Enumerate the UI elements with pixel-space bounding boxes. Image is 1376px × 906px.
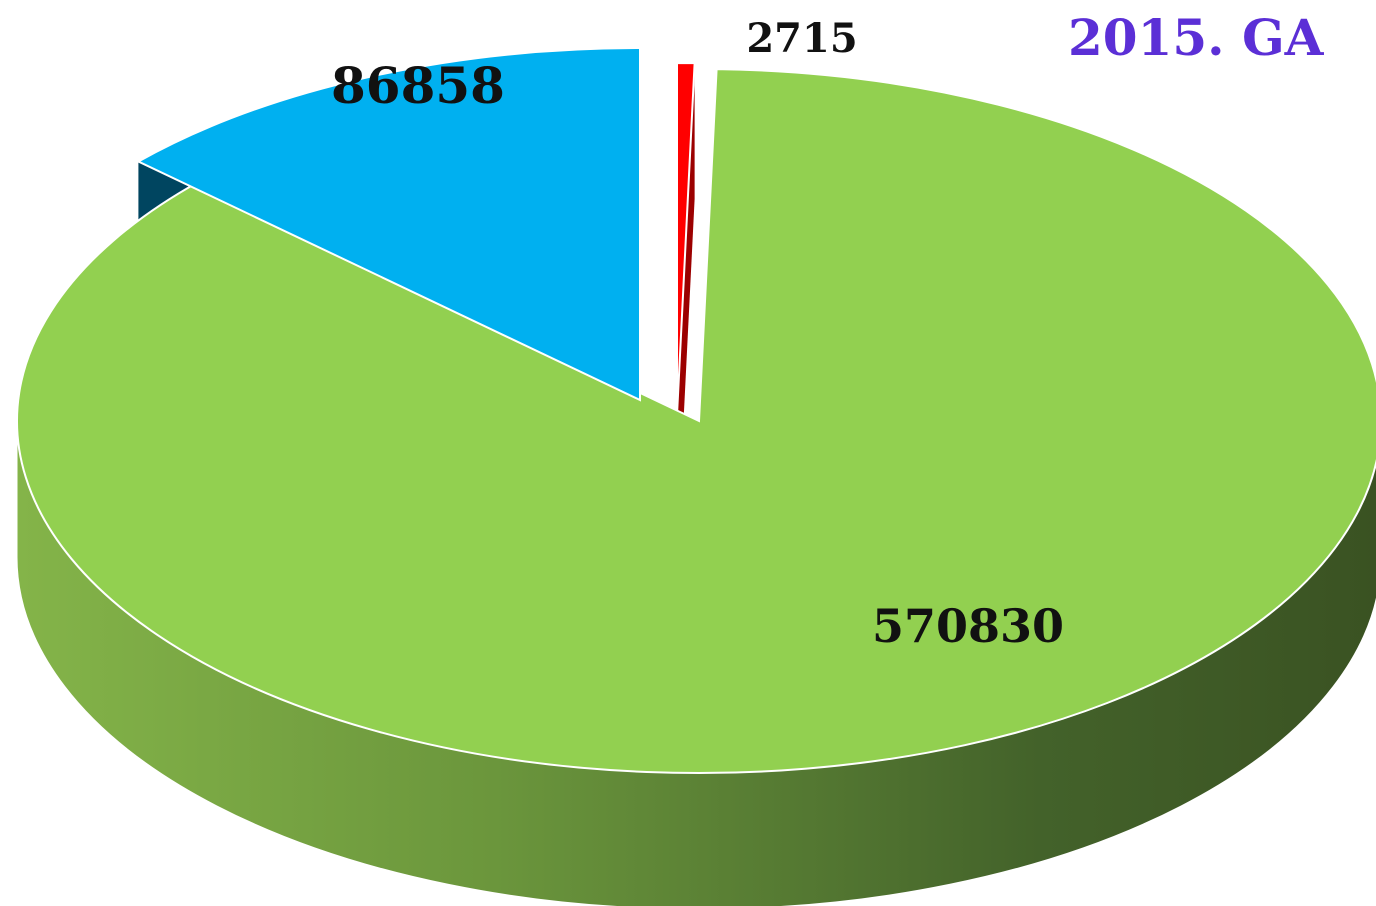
pie-data-labels: 2715 570830 86858	[331, 15, 1064, 653]
pie-slice-570830	[16, 68, 1376, 774]
data-label-2715: 2715	[746, 15, 857, 62]
chart-title: 2015. GA	[1068, 8, 1324, 67]
data-label-86858: 86858	[331, 56, 505, 115]
pie-slice-2715	[676, 61, 696, 416]
pie-slice-86858	[136, 46, 641, 402]
pie-top-faces	[16, 46, 1376, 774]
data-label-570830: 570830	[872, 599, 1064, 653]
